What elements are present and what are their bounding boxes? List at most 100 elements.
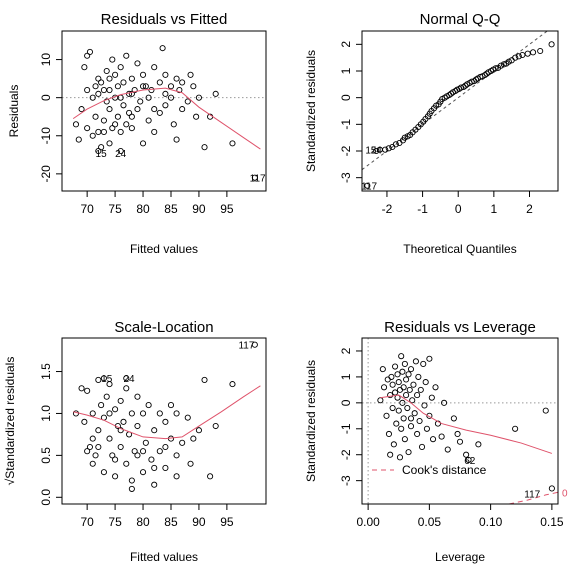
data-point [117, 64, 124, 71]
y-axis-label: Standardized residuals [304, 360, 318, 482]
y-tick-label: 0 [39, 94, 53, 101]
data-point [92, 83, 99, 90]
x-axis-label: Theoretical Quantiles [403, 242, 516, 256]
data-point [497, 62, 505, 69]
data-point [95, 75, 102, 82]
legend-label: Cook's distance [402, 463, 487, 477]
data-point [89, 132, 96, 139]
data-point [89, 94, 96, 101]
data-point [106, 140, 113, 147]
data-point [117, 443, 124, 451]
y-tick-label: 10 [39, 53, 53, 67]
data-point [100, 375, 107, 382]
y-tick-label: 1 [339, 373, 353, 380]
data-point [414, 392, 421, 399]
data-point [411, 410, 418, 417]
plot-frame [61, 337, 267, 505]
cooks-contour-label: 0 [562, 488, 568, 499]
data-point [103, 67, 110, 75]
y-tick-label: 2 [339, 347, 353, 354]
data-point [190, 435, 197, 442]
data-point [120, 102, 127, 109]
data-point [139, 71, 147, 78]
data-point [167, 83, 175, 90]
point-label: 117 [361, 182, 377, 193]
data-point [95, 376, 102, 383]
y-tick-label: 1 [339, 67, 353, 74]
data-point [524, 50, 531, 57]
data-point [106, 86, 113, 94]
data-point [114, 83, 121, 90]
data-point [176, 86, 183, 94]
data-point [86, 48, 93, 56]
y-tick-label: 0 [339, 94, 353, 101]
data-point [426, 355, 433, 362]
data-point [162, 71, 169, 78]
data-point [173, 410, 180, 417]
data-point [492, 65, 499, 72]
data-point [542, 407, 549, 414]
data-point [201, 376, 208, 383]
data-point [86, 443, 93, 451]
data-point [114, 113, 121, 120]
data-point [156, 448, 163, 455]
data-point [438, 433, 445, 440]
smoother-line [380, 394, 553, 454]
data-point [92, 113, 99, 120]
data-point [95, 427, 102, 434]
data-point [170, 121, 177, 128]
data-point [187, 71, 194, 78]
data-point [212, 422, 219, 430]
data-point [106, 75, 113, 82]
data-point [137, 98, 144, 105]
data-point [184, 98, 191, 105]
y-tick-label: -3 [339, 172, 353, 183]
x-tick-label: 0.05 [418, 515, 442, 529]
data-point [112, 406, 119, 413]
data-point [251, 341, 258, 348]
data-point [401, 360, 408, 367]
data-point [428, 394, 435, 401]
data-point [106, 381, 113, 388]
data-point [195, 427, 202, 434]
data-point [394, 371, 401, 378]
data-point [173, 75, 180, 82]
data-point [162, 443, 169, 451]
data-point [179, 439, 186, 446]
data-point [515, 53, 522, 60]
plot-title: Scale-Location [114, 319, 213, 336]
data-point [456, 438, 464, 445]
data-point [123, 460, 130, 467]
data-point [396, 386, 404, 393]
data-point [173, 452, 180, 459]
data-point [483, 70, 490, 77]
smoother-line [73, 385, 261, 440]
data-point [379, 366, 386, 373]
data-point [184, 414, 191, 421]
x-axis-label: Leverage [435, 550, 485, 564]
y-tick-label: -1 [339, 119, 353, 130]
point-label: 117 [524, 490, 540, 501]
data-point [123, 385, 130, 392]
data-point [123, 375, 130, 382]
data-point [414, 430, 421, 438]
data-point [179, 106, 186, 113]
data-point [403, 376, 410, 383]
data-point [388, 373, 395, 380]
x-tick-label: 2 [526, 202, 533, 216]
data-point [429, 436, 437, 443]
data-point [201, 144, 208, 151]
data-point [139, 83, 147, 90]
data-point [103, 393, 110, 400]
data-point [162, 418, 169, 425]
data-point [134, 60, 141, 67]
data-point [117, 397, 124, 404]
data-point [383, 412, 390, 419]
data-point [505, 58, 512, 65]
data-point [72, 121, 80, 128]
data-point [450, 415, 457, 422]
data-point [392, 389, 399, 396]
data-point [406, 386, 413, 393]
data-point [444, 446, 451, 453]
data-point [382, 146, 389, 153]
